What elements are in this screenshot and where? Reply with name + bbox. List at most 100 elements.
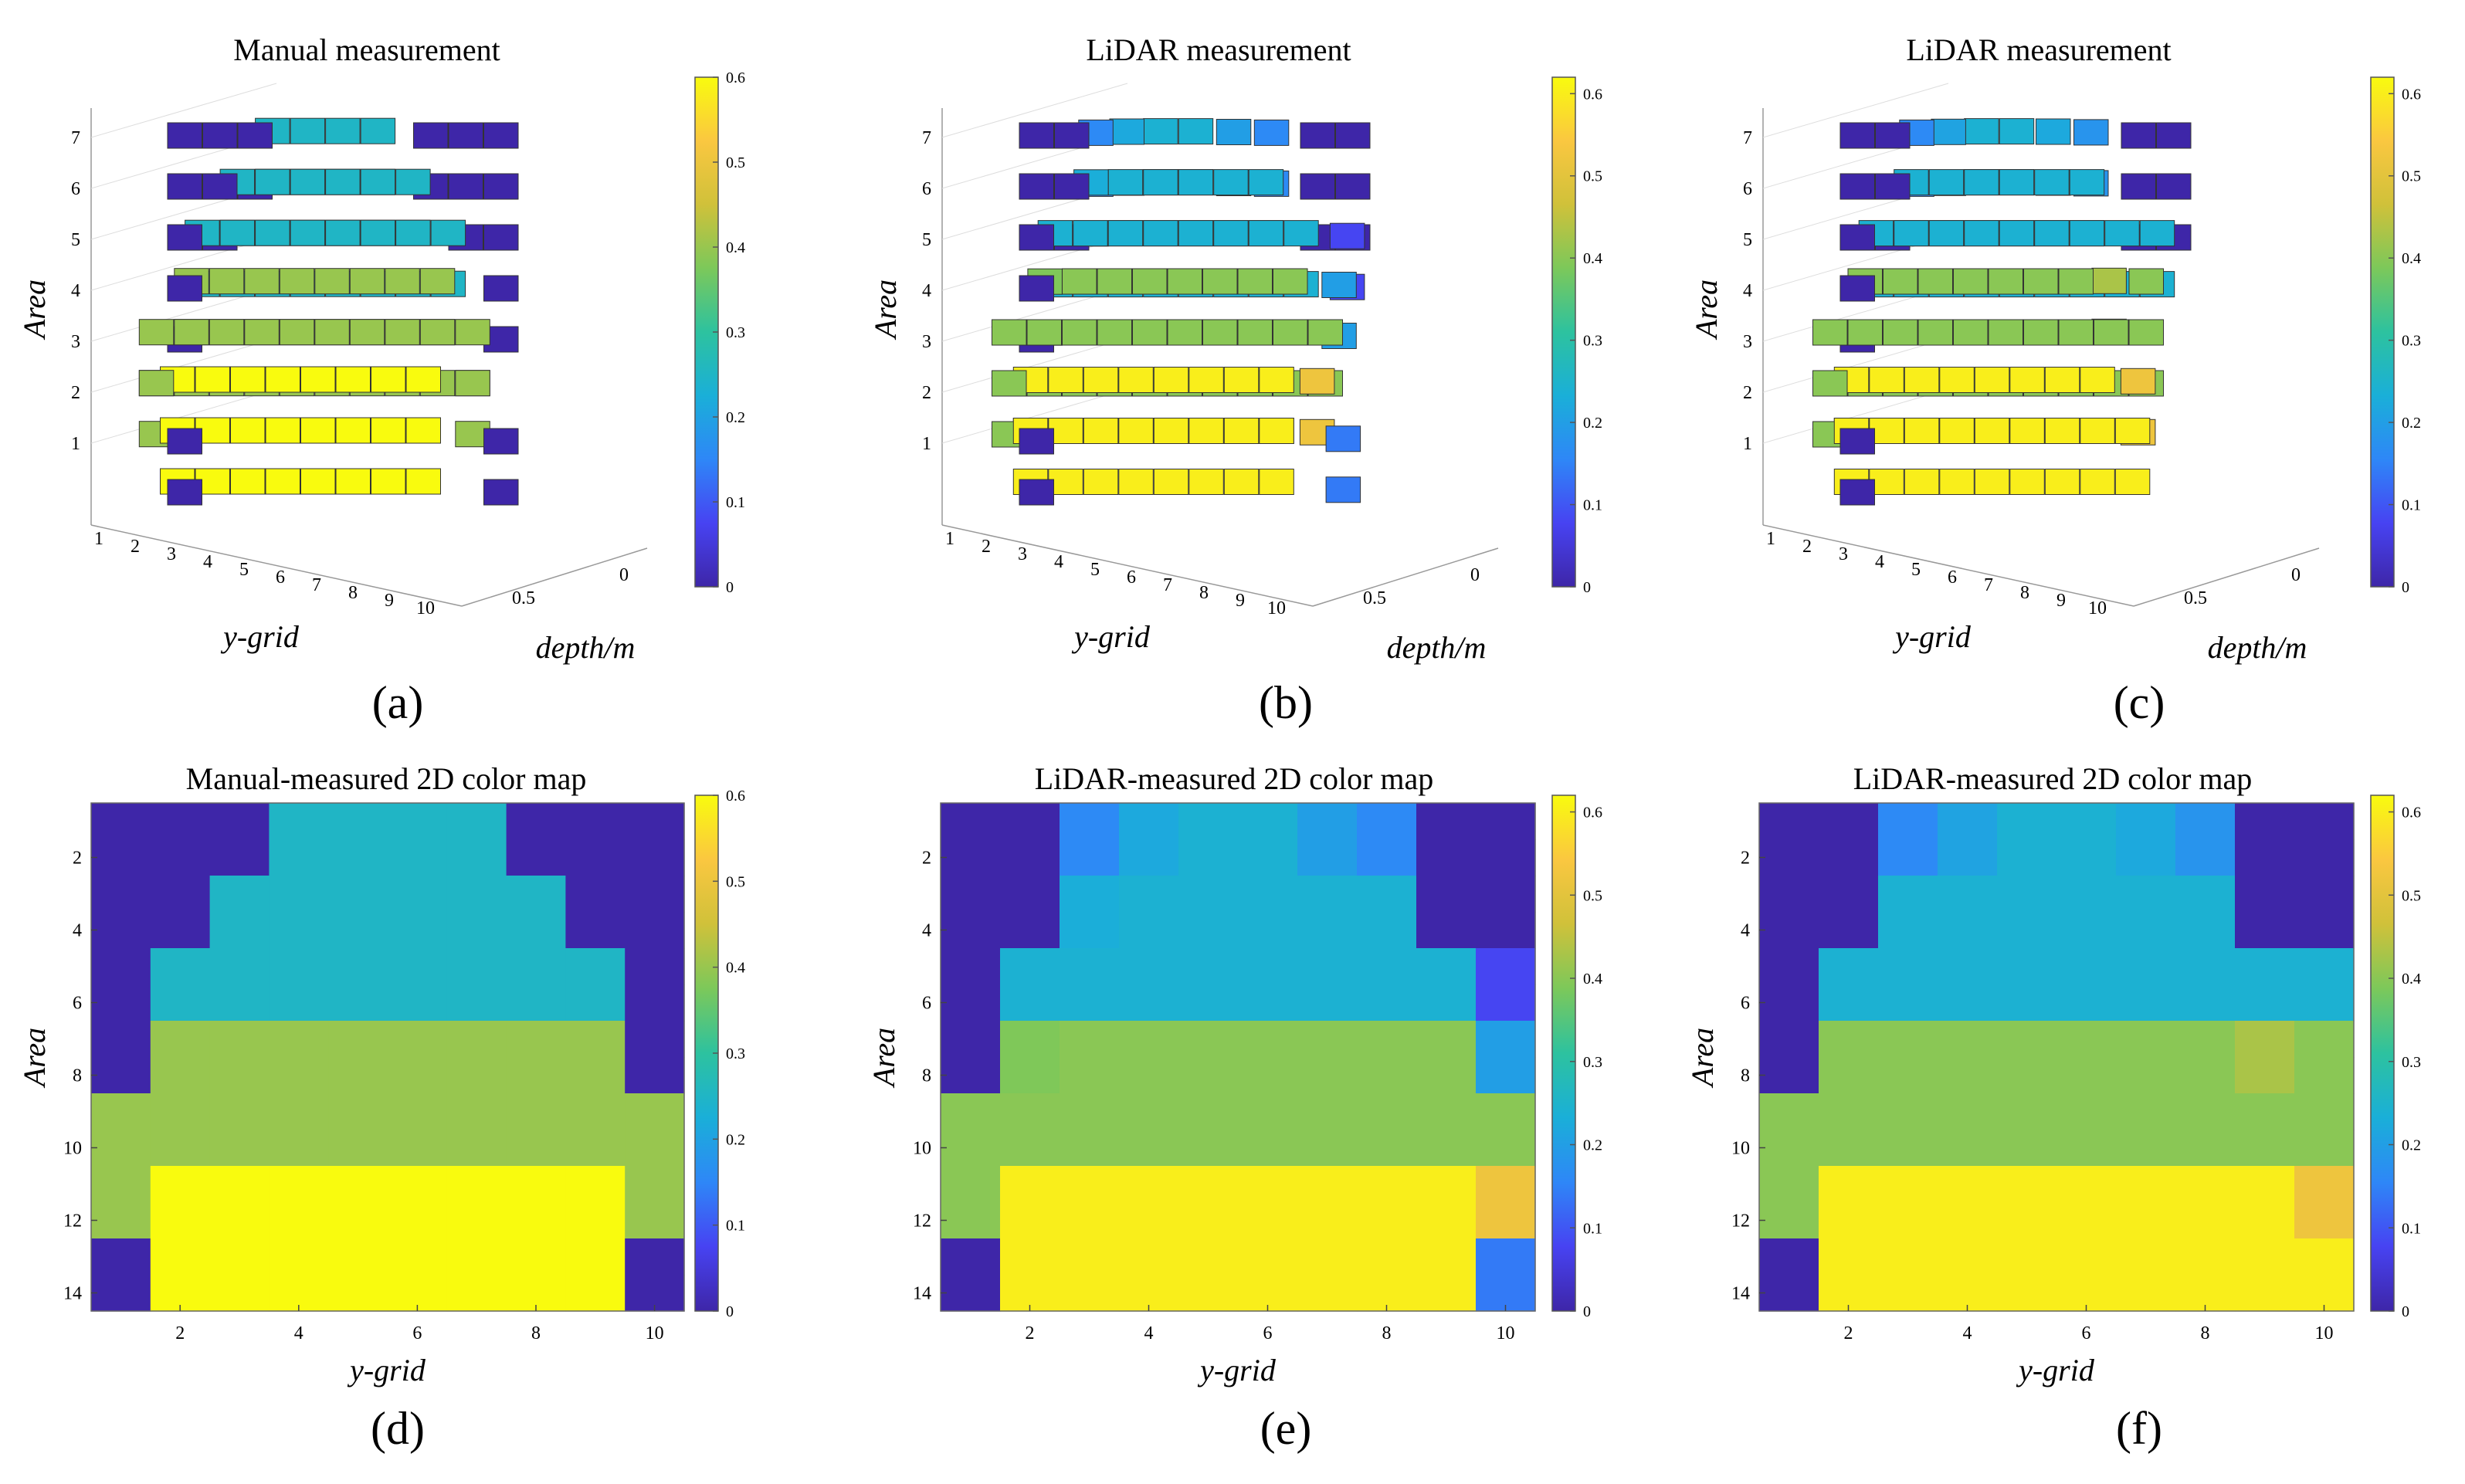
y-tick-label: 2	[1741, 849, 1750, 869]
heatmap-cell	[1178, 803, 1239, 840]
heatmap-cell	[1357, 1093, 1417, 1130]
bar-face	[1259, 469, 1294, 495]
bar-face	[1248, 220, 1284, 247]
bar-face	[230, 366, 266, 393]
bar-face	[371, 468, 406, 495]
bar-face	[1939, 418, 1975, 444]
bar-face	[167, 224, 202, 251]
heatmap-cell	[1000, 1202, 1060, 1239]
heatmap-cell	[2116, 948, 2176, 985]
heatmap-cell	[1297, 1202, 1358, 1239]
heatmap-cell	[1938, 839, 1998, 876]
bar-face	[413, 122, 449, 149]
y-tick-label: 8	[73, 1066, 82, 1086]
gridline	[90, 337, 277, 393]
heatmap-cell	[1416, 1021, 1477, 1058]
heatmap-cell	[269, 1202, 329, 1239]
heatmap-cell	[1759, 1275, 1819, 1312]
heatmap-cell	[388, 1166, 448, 1203]
heatmap-cell	[2116, 1021, 2176, 1058]
bar-face	[1188, 469, 1224, 495]
plot-frame	[940, 802, 1536, 1312]
subfigure-label: (f)	[2116, 1403, 2162, 1454]
heatmap-cell	[1997, 876, 2057, 913]
heatmap-cell	[2056, 1202, 2117, 1239]
bar-face	[1839, 224, 1875, 251]
heatmap-cell	[506, 839, 566, 876]
depth-tick-label: 0.5	[512, 588, 535, 608]
area-tick-label: 6	[1743, 179, 1752, 199]
bar-face	[279, 319, 315, 346]
bar-face	[2058, 268, 2094, 295]
heatmap-cell	[269, 803, 329, 840]
y-grid-tick-label: 2	[1802, 537, 1812, 557]
heatmap-cell	[1297, 1275, 1358, 1312]
heatmap-cell	[2056, 1057, 2117, 1094]
heatmap-cell	[1357, 1166, 1417, 1203]
colorbar-tick-label: 0.5	[2402, 168, 2421, 185]
heatmap-cell	[269, 984, 329, 1022]
heatmap-cell	[328, 1093, 388, 1130]
heatmap-cell	[1297, 1093, 1358, 1130]
heatmap-cell	[1997, 1202, 2057, 1239]
panel-b: LiDAR measurement (b) 1 2 3 4 5 6 7 1 2 3 4 5 6 7 8 9 10 0.…	[868, 32, 1602, 728]
bar-face	[1812, 319, 1848, 346]
y-grid-tick-label: 1	[94, 529, 103, 549]
bar-face	[1283, 220, 1319, 247]
heatmap-cell	[1178, 1238, 1239, 1276]
heatmap-cell	[1938, 803, 1998, 840]
bar-face	[167, 479, 202, 506]
heatmap-cell	[2175, 876, 2236, 913]
bar-face	[335, 366, 371, 393]
bar-face	[1237, 268, 1273, 295]
heatmap-cell	[1297, 1057, 1358, 1094]
bar-face	[279, 268, 315, 295]
bar-face	[360, 219, 396, 246]
area-axis-label: Area	[868, 280, 903, 341]
heatmap-cell	[1997, 1238, 2057, 1276]
bar-face	[1999, 118, 2035, 145]
gridline	[90, 83, 277, 138]
heatmap-cell	[1357, 1202, 1417, 1239]
bar-face	[992, 319, 1027, 346]
heatmap-cell	[625, 1166, 685, 1203]
bar-face	[1839, 122, 1875, 149]
heatmap-cell	[565, 803, 626, 840]
heatmap-cell	[1938, 1093, 1998, 1130]
depth-tick-label: 0.5	[1363, 588, 1386, 608]
heatmap-cell	[1819, 803, 1879, 840]
heatmap-cell	[1476, 1130, 1536, 1167]
heatmap-cell	[1416, 839, 1477, 876]
heatmap-cell	[1238, 1057, 1298, 1094]
heatmap-cell	[1178, 1057, 1239, 1094]
heatmap-cell	[1238, 948, 1298, 985]
heatmap-cell	[91, 1021, 151, 1058]
bar-face	[314, 268, 350, 295]
bar-face	[325, 168, 361, 195]
heatmap-cell	[388, 912, 448, 949]
heatmap-cell	[1238, 1021, 1298, 1058]
panel-title: Manual-measured 2D color map	[186, 761, 587, 796]
heatmap-cell	[1119, 1057, 1179, 1094]
heatmap-cell	[150, 839, 211, 876]
bar-face	[1953, 319, 1989, 346]
heatmap-cell	[1119, 1130, 1179, 1167]
heatmap-cell	[1238, 1093, 1298, 1130]
bar-face	[1939, 367, 1975, 393]
bar-face	[419, 268, 456, 295]
heatmap-cell	[1297, 984, 1358, 1022]
x-tick-label: 6	[412, 1323, 422, 1343]
heatmap-cell	[328, 876, 388, 913]
heatmap-cell	[269, 1093, 329, 1130]
bar-face	[2121, 173, 2156, 200]
heatmap-cell	[1476, 803, 1536, 840]
bar-face	[2009, 418, 2045, 444]
bar-face	[202, 122, 238, 149]
heatmap-cell	[1119, 839, 1179, 876]
heatmap-cells	[941, 803, 1536, 1312]
colorbar-tick-label: 0.4	[2402, 250, 2421, 267]
heatmap-cell	[1938, 1202, 1998, 1239]
heatmap-cell	[1000, 912, 1060, 949]
heatmap-cell	[269, 839, 329, 876]
colorbar-tick-label: 0	[2402, 1303, 2409, 1320]
